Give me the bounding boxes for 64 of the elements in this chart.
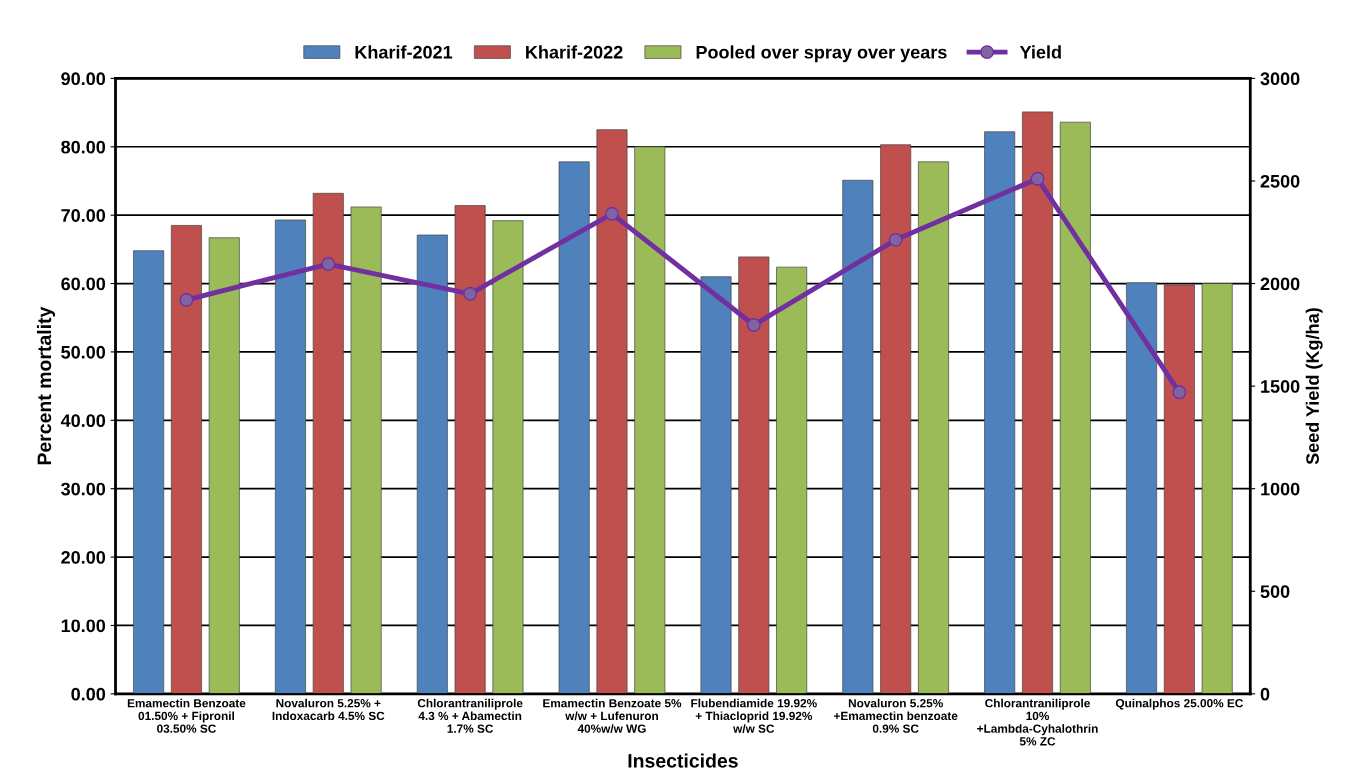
legend-label: Kharif-2021	[355, 45, 453, 59]
bar	[133, 250, 165, 694]
point	[746, 318, 761, 332]
bar	[634, 146, 666, 694]
bar	[1126, 282, 1158, 694]
point	[1172, 385, 1187, 400]
bar	[492, 220, 524, 694]
x-tick-label: Novaluron 5.25% + Indoxacarb 4.5% SC	[272, 698, 385, 721]
y-tick-label: 60.00	[61, 277, 106, 291]
bar	[350, 206, 382, 694]
bar	[700, 276, 732, 694]
y-tick-label: 10.00	[61, 619, 106, 633]
bar	[558, 161, 590, 694]
y2-tick-label: 0	[1260, 687, 1270, 701]
y2-axis-title: Seed Yield (Kg/ha)	[1305, 308, 1323, 465]
legend-label: Pooled over spray over years	[696, 45, 947, 63]
x-tick-label: Novaluron 5.25% +Emamectin benzoate 0.9% SC	[834, 698, 958, 733]
y-tick-label: 40.00	[60, 414, 106, 428]
point	[463, 286, 478, 301]
bar	[776, 266, 808, 694]
bar	[880, 144, 912, 694]
y-tick-label: 50.00	[61, 345, 106, 359]
x-tick-label: Emamectin Benzoate 5% w/w + Lufenuron 40%w/w WG	[543, 698, 682, 733]
bar	[596, 129, 628, 694]
bar	[170, 225, 202, 694]
bar	[1201, 283, 1233, 694]
y-tick-label: 0.00	[71, 687, 106, 701]
y2-tick-label: 2500	[1260, 174, 1300, 188]
x-tick-label: Chlorantraniliprole 4.3 % + Abamectin 1.7% SC	[417, 698, 523, 733]
bar	[842, 179, 874, 694]
y-tick-label: 30.00	[61, 482, 106, 496]
point	[605, 206, 619, 221]
point	[888, 232, 903, 247]
y2-tick-label: 500	[1260, 585, 1290, 598]
x-tick-label: Quinalphos 25.00% EC	[1115, 698, 1243, 710]
bar	[984, 131, 1016, 694]
y2-tick-label: 3000	[1260, 72, 1300, 86]
y2-tick-label: 2000	[1260, 277, 1300, 291]
legend-label: Kharif-2022	[526, 45, 623, 59]
bar	[208, 237, 240, 694]
bar	[274, 219, 306, 694]
bar	[454, 205, 486, 694]
y-tick-label: 80.00	[61, 140, 106, 154]
bar	[416, 234, 448, 694]
bar	[1059, 121, 1091, 694]
y-axis-title: Percent mortality	[36, 306, 56, 465]
y2-tick-label: 1000	[1261, 482, 1300, 496]
x-axis-title: Insecticides	[628, 753, 738, 768]
point	[321, 257, 336, 272]
point	[1030, 171, 1045, 186]
x-tick-label: Flubendiamide 19.92% + Thiacloprid 19.92% w/w SC	[691, 698, 817, 733]
y-tick-label: 90.00	[61, 72, 106, 86]
point	[179, 293, 194, 307]
x-tick-label: Chlorantraniliprole 10% +Lambda-Cyhalothrin 5% ZC	[977, 698, 1098, 746]
bar	[1163, 284, 1195, 694]
bar	[1022, 111, 1053, 694]
y-tick-label: 20.00	[61, 551, 106, 564]
legend-label: Yield	[1019, 45, 1061, 59]
x-tick-label: Emamectin Benzoate 01.50% + Fipronil 03.50% SC	[127, 698, 246, 733]
bar	[738, 256, 770, 694]
bar	[312, 192, 344, 694]
y-tick-label: 70.00	[61, 209, 106, 222]
y2-tick-label: 1500	[1261, 380, 1300, 393]
bar	[918, 161, 949, 694]
